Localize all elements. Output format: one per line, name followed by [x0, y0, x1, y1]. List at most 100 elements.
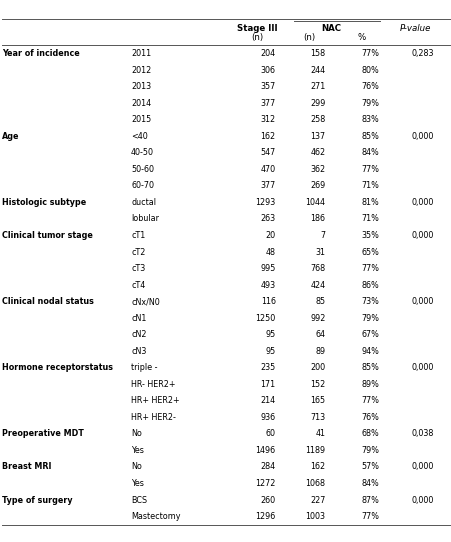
Text: 77%: 77%	[361, 512, 379, 521]
Text: 60: 60	[265, 429, 275, 438]
Text: cN1: cN1	[131, 314, 146, 322]
Text: 2011: 2011	[131, 49, 151, 58]
Text: 50-60: 50-60	[131, 165, 154, 174]
Text: lobular: lobular	[131, 215, 159, 223]
Text: 86%: 86%	[361, 281, 379, 289]
Text: 227: 227	[309, 495, 325, 505]
Text: 244: 244	[310, 66, 325, 75]
Text: 41: 41	[315, 429, 325, 438]
Text: 269: 269	[309, 182, 325, 190]
Text: 2013: 2013	[131, 82, 151, 91]
Text: Breast MRI: Breast MRI	[2, 462, 52, 472]
Text: 89%: 89%	[361, 380, 379, 389]
Text: 158: 158	[310, 49, 325, 58]
Text: 84%: 84%	[361, 149, 379, 157]
Text: 1296: 1296	[255, 512, 275, 521]
Text: 83%: 83%	[361, 115, 379, 124]
Text: 89: 89	[315, 347, 325, 356]
Text: 68%: 68%	[361, 429, 379, 438]
Text: P-value: P-value	[399, 23, 431, 33]
Text: 95: 95	[265, 347, 275, 356]
Text: 235: 235	[260, 363, 275, 372]
Text: 260: 260	[260, 495, 275, 505]
Text: %: %	[357, 33, 365, 42]
Text: 94%: 94%	[361, 347, 379, 356]
Text: 312: 312	[260, 115, 275, 124]
Text: 77%: 77%	[361, 49, 379, 58]
Text: 768: 768	[310, 264, 325, 273]
Text: 77%: 77%	[361, 165, 379, 174]
Text: 152: 152	[309, 380, 325, 389]
Text: 85%: 85%	[361, 363, 379, 372]
Text: 31: 31	[315, 248, 325, 256]
Text: HR+ HER2-: HR+ HER2-	[131, 413, 175, 422]
Text: triple -: triple -	[131, 363, 157, 372]
Text: cN2: cN2	[131, 330, 146, 339]
Text: 713: 713	[310, 413, 325, 422]
Text: 995: 995	[260, 264, 275, 273]
Text: 214: 214	[260, 396, 275, 405]
Text: Preoperative MDT: Preoperative MDT	[2, 429, 84, 438]
Text: 1496: 1496	[255, 446, 275, 455]
Text: Clinical nodal status: Clinical nodal status	[2, 297, 94, 306]
Text: 493: 493	[260, 281, 275, 289]
Text: 284: 284	[260, 462, 275, 472]
Text: 20: 20	[265, 231, 275, 240]
Text: HR- HER2+: HR- HER2+	[131, 380, 175, 389]
Text: cT4: cT4	[131, 281, 145, 289]
Text: 258: 258	[309, 115, 325, 124]
Text: 84%: 84%	[361, 479, 379, 488]
Text: 936: 936	[260, 413, 275, 422]
Text: 0,000: 0,000	[410, 363, 433, 372]
Text: 77%: 77%	[361, 264, 379, 273]
Text: 85: 85	[315, 297, 325, 306]
Text: (n): (n)	[303, 33, 315, 42]
Text: Stage III: Stage III	[237, 23, 277, 33]
Text: 2012: 2012	[131, 66, 151, 75]
Text: 40-50: 40-50	[131, 149, 154, 157]
Text: 377: 377	[260, 99, 275, 108]
Text: 162: 162	[260, 132, 275, 141]
Text: 362: 362	[310, 165, 325, 174]
Text: 48: 48	[265, 248, 275, 256]
Text: Year of incidence: Year of incidence	[2, 49, 80, 58]
Text: 1044: 1044	[305, 198, 325, 207]
Text: 162: 162	[310, 462, 325, 472]
Text: 57%: 57%	[361, 462, 379, 472]
Text: 1003: 1003	[305, 512, 325, 521]
Text: Clinical tumor stage: Clinical tumor stage	[2, 231, 93, 240]
Text: 424: 424	[310, 281, 325, 289]
Text: 377: 377	[260, 182, 275, 190]
Text: 81%: 81%	[361, 198, 379, 207]
Text: 67%: 67%	[361, 330, 379, 339]
Text: 71%: 71%	[361, 182, 379, 190]
Text: 462: 462	[310, 149, 325, 157]
Text: 1250: 1250	[255, 314, 275, 322]
Text: ductal: ductal	[131, 198, 156, 207]
Text: cN3: cN3	[131, 347, 146, 356]
Text: 0,283: 0,283	[410, 49, 433, 58]
Text: cT2: cT2	[131, 248, 145, 256]
Text: 200: 200	[310, 363, 325, 372]
Text: 186: 186	[310, 215, 325, 223]
Text: 76%: 76%	[361, 82, 379, 91]
Text: 0,000: 0,000	[410, 495, 433, 505]
Text: 204: 204	[260, 49, 275, 58]
Text: Histologic subtype: Histologic subtype	[2, 198, 86, 207]
Text: No: No	[131, 462, 142, 472]
Text: 7: 7	[320, 231, 325, 240]
Text: 85%: 85%	[361, 132, 379, 141]
Text: cNx/N0: cNx/N0	[131, 297, 160, 306]
Text: 0,000: 0,000	[410, 132, 433, 141]
Text: 2014: 2014	[131, 99, 151, 108]
Text: NAC: NAC	[320, 23, 341, 33]
Text: 73%: 73%	[361, 297, 379, 306]
Text: 79%: 79%	[361, 314, 379, 322]
Text: BCS: BCS	[131, 495, 147, 505]
Text: 76%: 76%	[361, 413, 379, 422]
Text: HR+ HER2+: HR+ HER2+	[131, 396, 179, 405]
Text: Mastectomy: Mastectomy	[131, 512, 180, 521]
Text: 2015: 2015	[131, 115, 151, 124]
Text: 64: 64	[315, 330, 325, 339]
Text: 0,000: 0,000	[410, 198, 433, 207]
